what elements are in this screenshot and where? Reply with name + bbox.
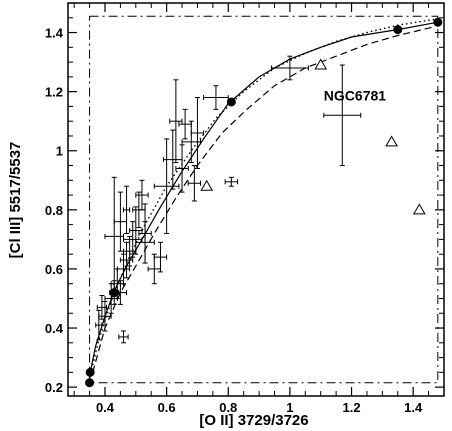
- observation-point: [270, 55, 309, 81]
- y-tick-label: 0.8: [45, 203, 63, 218]
- observation-point: [118, 330, 129, 344]
- model-point: [226, 97, 236, 107]
- y-tick-label: 1.2: [45, 85, 63, 100]
- triangle-point: [314, 58, 328, 70]
- y-tick-label: 0.4: [45, 321, 64, 336]
- observation-point: [135, 179, 149, 211]
- observation-point: [169, 79, 183, 164]
- plot-area: NGC6781: [85, 15, 443, 388]
- x-tick-label: 0.6: [158, 400, 176, 415]
- triangle-point: [412, 203, 426, 215]
- model-point: [393, 25, 403, 35]
- model-point: [85, 367, 95, 377]
- triangle-point: [200, 179, 214, 191]
- annotation-label: NGC6781: [324, 88, 386, 104]
- x-tick-label: 0.4: [96, 400, 115, 415]
- model-point: [433, 17, 443, 27]
- y-tick-label: 1.4: [45, 26, 64, 41]
- observation-point: [190, 97, 205, 169]
- y-tick-label: 1: [56, 144, 63, 159]
- triangle-point: [385, 135, 398, 147]
- x-tick-label: 0.8: [219, 400, 237, 415]
- observation-point: [323, 64, 362, 167]
- x-tick-label: 1.4: [404, 400, 423, 415]
- observation-point: [116, 253, 131, 285]
- observation-point: [129, 206, 143, 255]
- plot-frame: [67, 2, 445, 397]
- observation-point: [122, 221, 143, 258]
- observation-point: [135, 221, 155, 264]
- y-tick-label: 0.6: [45, 262, 63, 277]
- observation-point: [113, 280, 128, 305]
- observation-point: [122, 185, 131, 234]
- observation-point: [153, 241, 168, 273]
- observation-point: [122, 235, 137, 267]
- y-tick-label: 0.2: [45, 380, 63, 395]
- x-tick-label: 1: [286, 400, 293, 415]
- x-tick-label: 1.2: [343, 400, 361, 415]
- observation-point: [224, 176, 239, 187]
- observation-point: [203, 85, 229, 110]
- axis-ticks: 0.4 0.6 0.8 1 1.2 1.4 0.2 0.4 0.6 0.8 1 1.2 1.4: [45, 2, 445, 415]
- model-point: [85, 378, 95, 388]
- observation-point: [119, 241, 134, 279]
- y-axis-title: [Cl III] 5517/5537: [7, 142, 24, 259]
- observation-point: [153, 138, 180, 234]
- observation-point: [187, 165, 202, 202]
- limit-box: [89, 15, 439, 384]
- observation-point: [98, 300, 112, 332]
- x-axis-title: [O II] 3729/3726: [199, 412, 308, 429]
- observation-point: [175, 144, 189, 193]
